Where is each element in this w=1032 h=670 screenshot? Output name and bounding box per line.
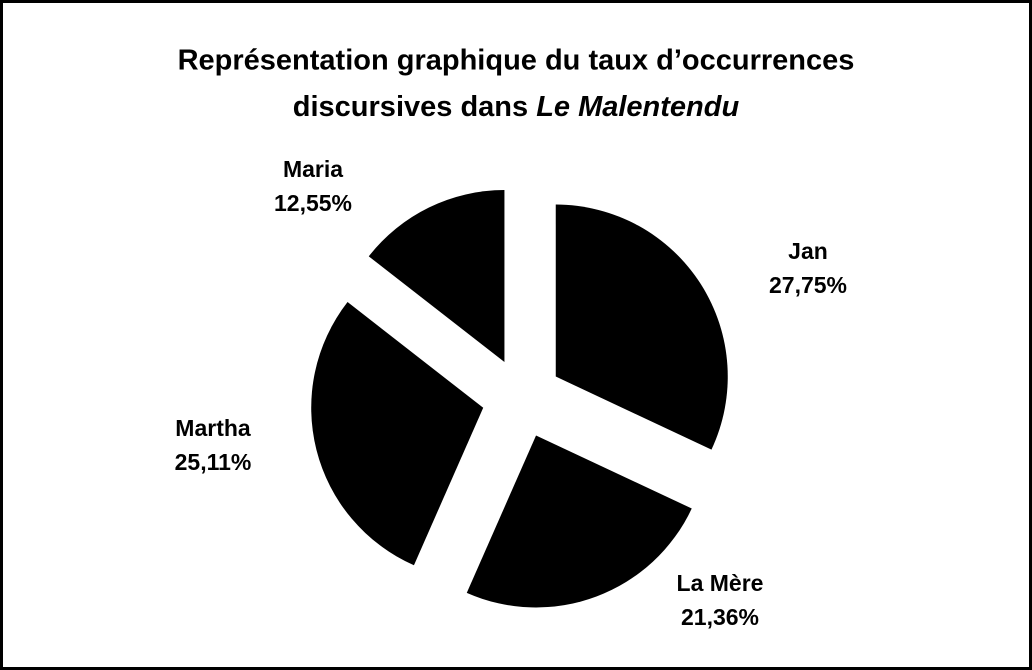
slice-value: 21,36% [681,604,759,630]
chart-title-italic: Le Malentendu [536,91,739,123]
chart-title-part: discursives dans [293,91,536,123]
slice-name: Maria [283,156,343,182]
chart-title: Représentation graphique du taux d’occur… [178,45,855,77]
pie-slice [368,190,505,363]
pie-slice [555,204,728,450]
pie-slice [466,435,692,608]
slice-name: La Mère [677,570,764,596]
slice-name: Martha [175,415,251,441]
slice-name: Jan [788,238,828,264]
slice-value: 25,11% [175,449,252,475]
slice-value: 27,75% [769,272,847,298]
slice-value: 12,55% [274,190,352,216]
pie-slice [311,302,484,566]
chart-title-line: discursives dans Le Malentendu [293,91,740,123]
